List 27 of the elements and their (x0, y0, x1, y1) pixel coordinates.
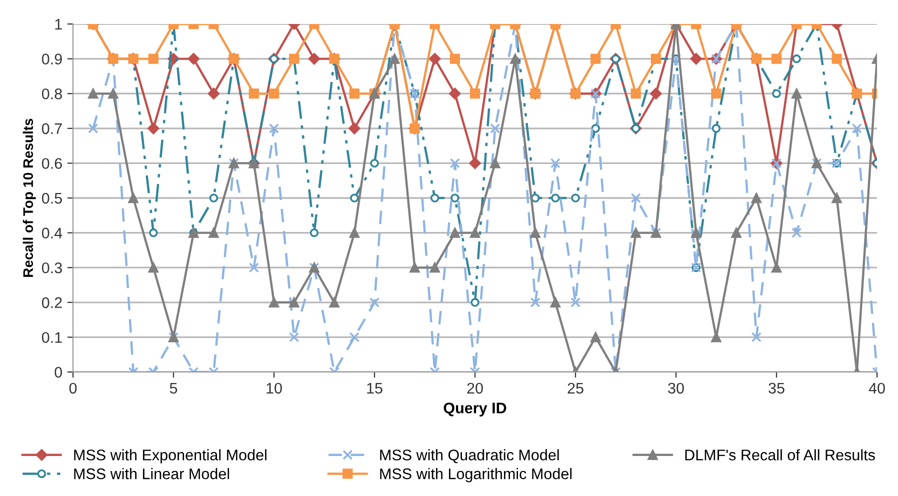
legend-label: MSS with Logarithmic Model (380, 468, 572, 482)
legend-label: MSS with Linear Model (74, 468, 230, 480)
x-tick-label: 0 (69, 382, 77, 394)
legend-label: MSS with Exponential Model (74, 449, 266, 464)
y-tick-label: 0.5 (42, 192, 62, 204)
x-tick-label: 25 (568, 382, 584, 394)
y-tick-label: 0 (54, 366, 62, 378)
x-tick-label: 15 (367, 382, 382, 394)
y-tick-label: 0.1 (42, 332, 62, 343)
x-axis-title: Query ID (444, 402, 506, 416)
legend-label: MSS with Quadratic Model (380, 449, 559, 464)
y-axis-title: Recall of Top 10 Results (22, 118, 36, 277)
y-tick-label: 0.9 (42, 54, 62, 64)
x-tick-label: 35 (768, 382, 784, 394)
x-tick-label: 30 (668, 382, 684, 394)
x-tick-label: 5 (170, 382, 178, 394)
x-tick-label: 20 (467, 382, 483, 394)
x-tick-label: 40 (868, 382, 885, 394)
y-tick-label: 0.6 (42, 158, 62, 169)
y-tick-label: 0.7 (42, 123, 62, 134)
x-tick-label: 10 (266, 382, 282, 394)
y-tick-label: 0.8 (42, 88, 62, 100)
legend-label: DLMF's Recall of All Results (685, 449, 875, 460)
y-tick-label: 1 (55, 19, 62, 30)
y-tick-label: 0.2 (42, 297, 62, 308)
y-tick-label: 0.4 (42, 228, 62, 238)
y-tick-label: 0.3 (42, 262, 62, 274)
